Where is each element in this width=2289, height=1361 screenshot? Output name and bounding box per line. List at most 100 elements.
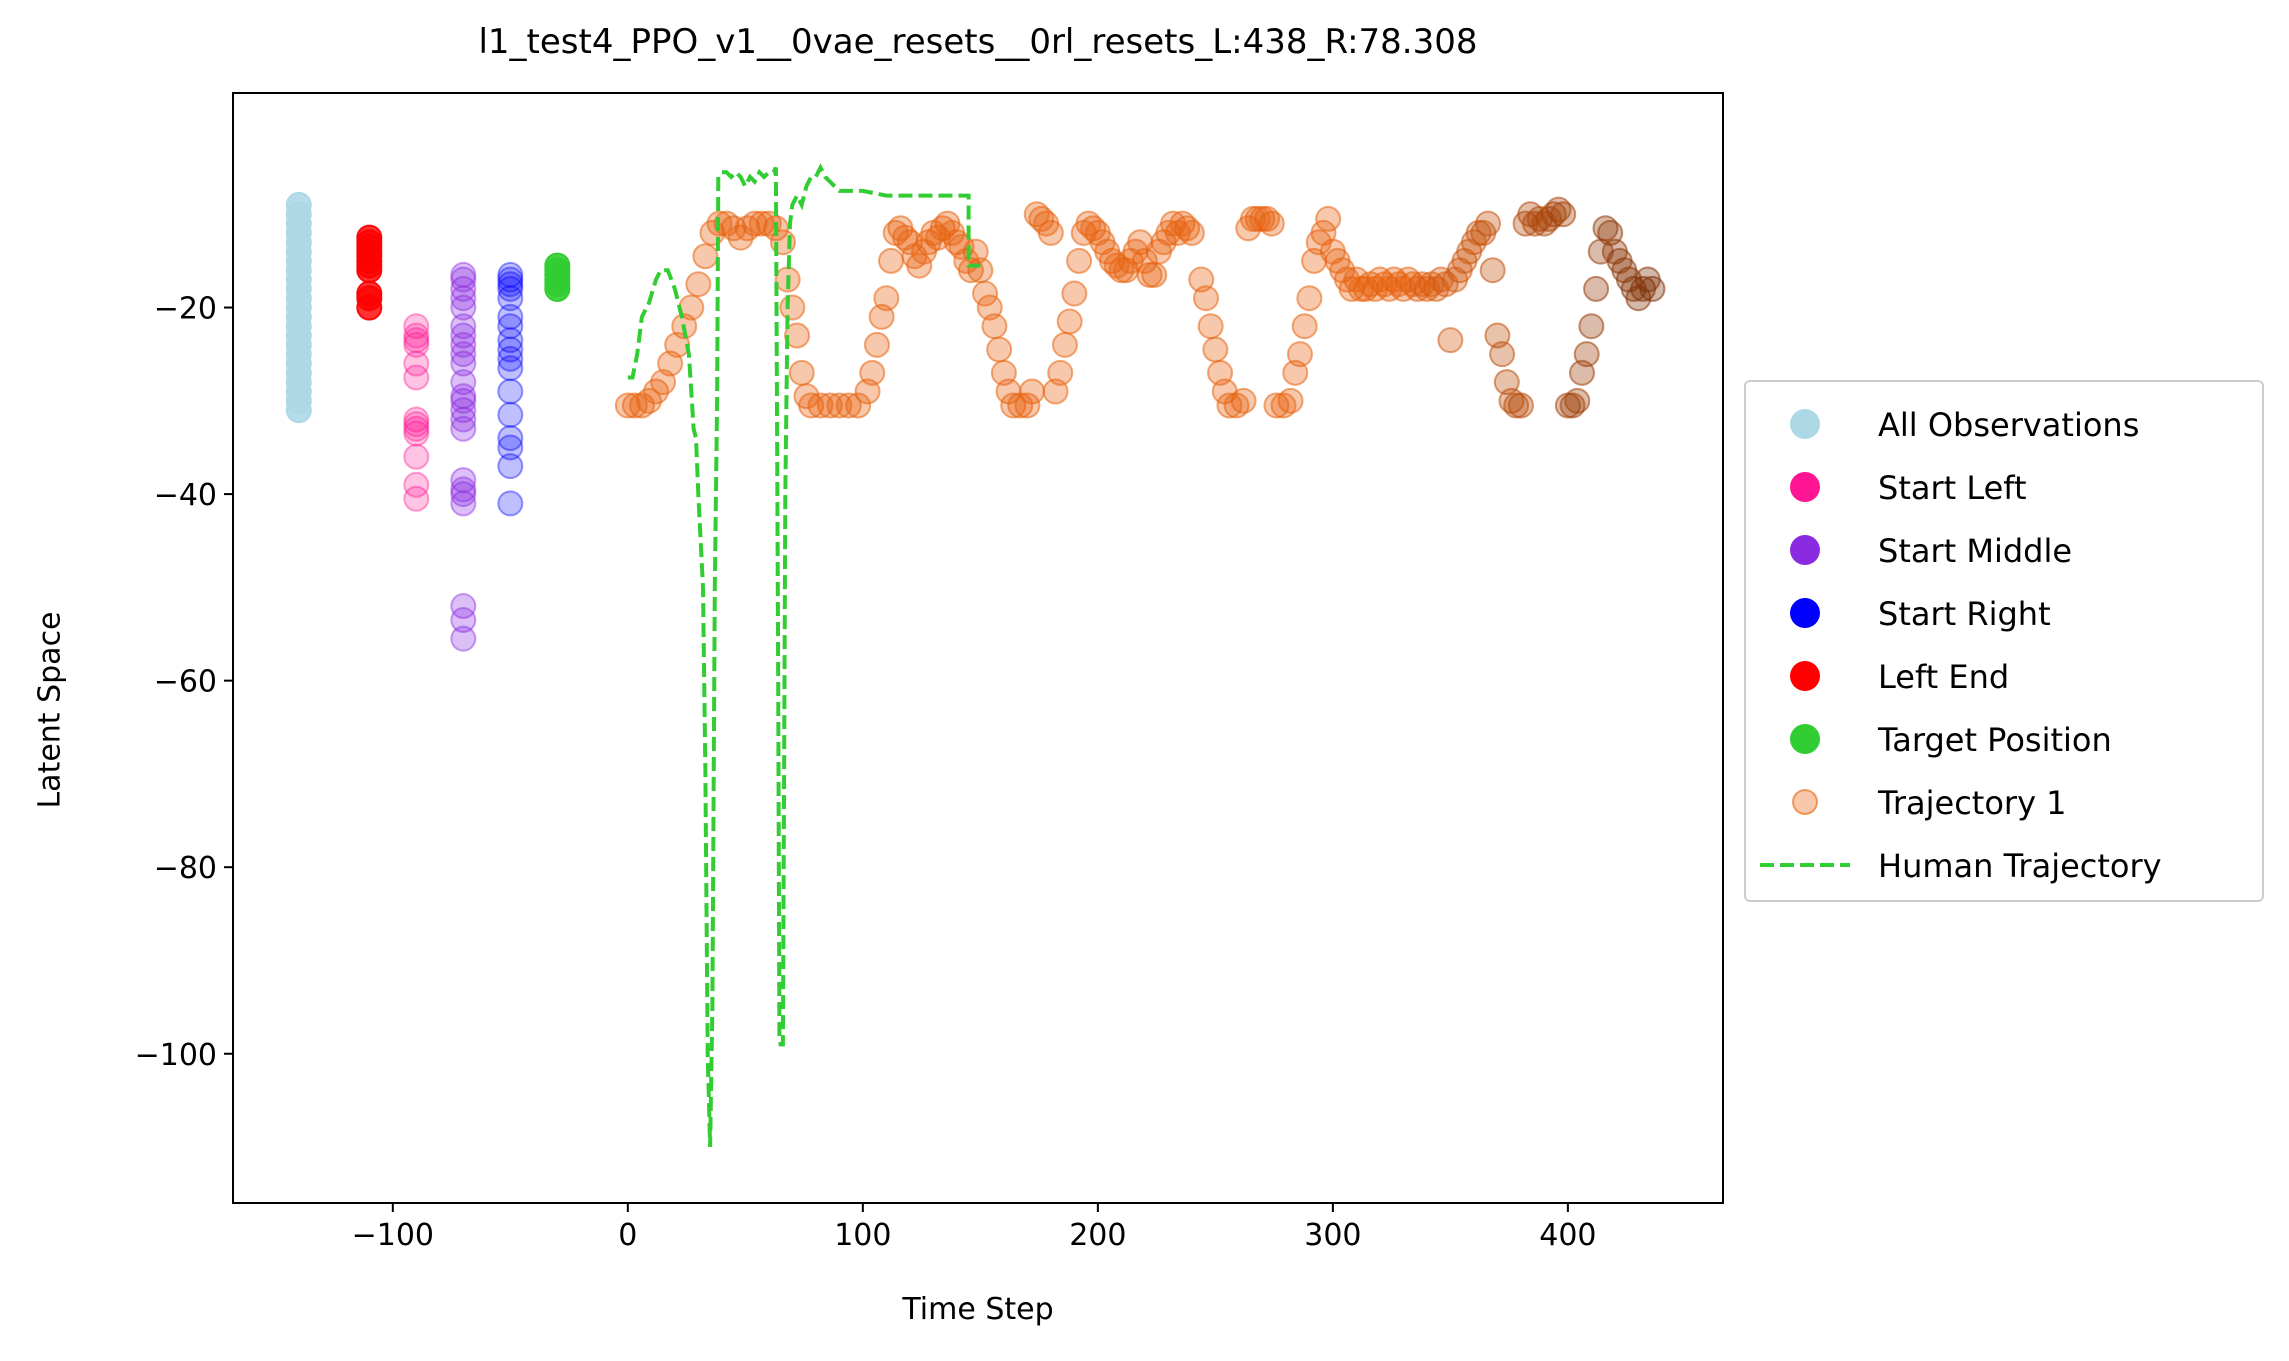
start-middle-point <box>450 266 477 293</box>
trajectory-1-point <box>1474 210 1501 237</box>
trajectory-1-point <box>1559 392 1586 419</box>
start-right-point <box>497 434 524 461</box>
trajectory-1-point <box>788 359 815 386</box>
start-middle-point <box>450 350 477 377</box>
trajectory-1-point <box>873 285 900 312</box>
trajectory-1-point <box>859 359 886 386</box>
trajectory-1-point <box>816 392 843 419</box>
start-left-point <box>403 350 430 377</box>
start-left-point <box>403 313 430 340</box>
start-left-point <box>403 406 430 433</box>
trajectory-1-point <box>906 252 933 279</box>
trajectory-1-point <box>1507 392 1534 419</box>
y-axis-label: Latent Space <box>32 611 68 809</box>
start-middle-point <box>450 261 477 288</box>
trajectory-1-point <box>1583 275 1610 302</box>
trajectory-1-point <box>779 294 806 321</box>
start-middle-point <box>450 369 477 396</box>
trajectory-1-point <box>1277 387 1304 414</box>
trajectory-1-point <box>1066 247 1093 274</box>
start-right-point <box>497 261 524 288</box>
trajectory-1-point <box>845 392 872 419</box>
start-left-point <box>403 411 430 438</box>
legend-item-human-trajectory: Human Trajectory <box>1746 845 2262 885</box>
y-tick-label: −100 <box>135 1038 217 1073</box>
trajectory-1-point <box>972 280 999 307</box>
plot-frame <box>232 92 1724 1204</box>
trajectory-1-point <box>621 392 648 419</box>
start-right-point <box>497 345 524 372</box>
x-tick-label: 0 <box>618 1218 637 1253</box>
legend-item-start-left: Start Left <box>1746 467 2262 507</box>
legend-marker-start-right <box>1790 598 1820 628</box>
trajectory-1-point <box>981 313 1008 340</box>
trajectory-1-point <box>734 215 761 242</box>
start-middle-point <box>450 481 477 508</box>
legend-item-start-middle: Start Middle <box>1746 530 2262 570</box>
legend-marker-start-middle <box>1790 535 1820 565</box>
trajectory-1-point <box>1131 247 1158 274</box>
start-right-point <box>497 336 524 363</box>
legend-item-left-end: Left End <box>1746 656 2262 696</box>
legend-label: All Observations <box>1878 406 2140 444</box>
trajectory-1-point <box>1258 210 1285 237</box>
start-middle-point <box>450 406 477 433</box>
trajectory-1-point <box>1230 387 1257 414</box>
start-middle-point <box>450 285 477 312</box>
start-left-point <box>403 364 430 391</box>
start-right-point <box>497 275 524 302</box>
trajectory-1-point <box>1573 341 1600 368</box>
trajectory-1-point <box>1545 196 1572 223</box>
trajectory-1-point <box>1014 392 1041 419</box>
trajectory-1-point <box>896 229 923 256</box>
trajectory-1-point <box>1639 275 1666 302</box>
trajectory-1-point <box>986 336 1013 363</box>
trajectory-1-point <box>784 322 811 349</box>
start-right-point <box>497 378 524 405</box>
start-right-point <box>497 355 524 382</box>
start-middle-point <box>450 294 477 321</box>
trajectory-1-point <box>1174 215 1201 242</box>
trajectory-1-point <box>1270 392 1297 419</box>
trajectory-1-point <box>1263 392 1290 419</box>
trajectory-1-point <box>748 210 775 237</box>
trajectory-1-point <box>1286 341 1313 368</box>
trajectory-1-point <box>1000 392 1027 419</box>
start-right-point <box>497 313 524 340</box>
all-observations-point <box>285 397 312 424</box>
trajectory-1-point <box>826 392 853 419</box>
start-left-point <box>403 331 430 358</box>
x-tick-label: −100 <box>352 1218 434 1253</box>
legend-marker-start-left <box>1790 472 1820 502</box>
trajectory-1-point <box>692 243 719 270</box>
start-middle-point <box>450 625 477 652</box>
trajectory-1-point <box>1178 219 1205 246</box>
trajectory-1-point <box>1037 219 1064 246</box>
legend-marker-left-end <box>1790 661 1820 691</box>
start-right-point <box>497 303 524 330</box>
start-left-point <box>403 443 430 470</box>
start-middle-point <box>450 322 477 349</box>
trajectory-1-point <box>1023 201 1050 228</box>
trajectory-1-point <box>1540 201 1567 228</box>
start-middle-point <box>450 331 477 358</box>
legend-label: Trajectory 1 <box>1878 784 2067 822</box>
trajectory-1-point <box>1192 285 1219 312</box>
start-right-point <box>497 490 524 517</box>
trajectory-1-point <box>1296 285 1323 312</box>
human-trajectory-line <box>627 163 981 1148</box>
legend-label: Start Middle <box>1878 532 2073 570</box>
trajectory-1-point <box>967 257 994 284</box>
axes: −100 0 100 200 300 400 −20 −40 −60 −80 −100 <box>135 92 1724 1253</box>
start-left-point <box>403 415 430 442</box>
trajectory-1-point <box>1047 359 1074 386</box>
legend-item-start-right: Start Right <box>1746 593 2262 633</box>
trajectory-1-point <box>685 271 712 298</box>
trajectory-1-point <box>1098 247 1125 274</box>
start-right-point <box>497 401 524 428</box>
trajectory-1-point <box>798 392 825 419</box>
legend: All Observations Start Left Start Middle… <box>1744 380 2264 902</box>
trajectory-1-point <box>1061 280 1088 307</box>
trajectory-1-point <box>1489 341 1516 368</box>
start-middle-point <box>450 607 477 634</box>
